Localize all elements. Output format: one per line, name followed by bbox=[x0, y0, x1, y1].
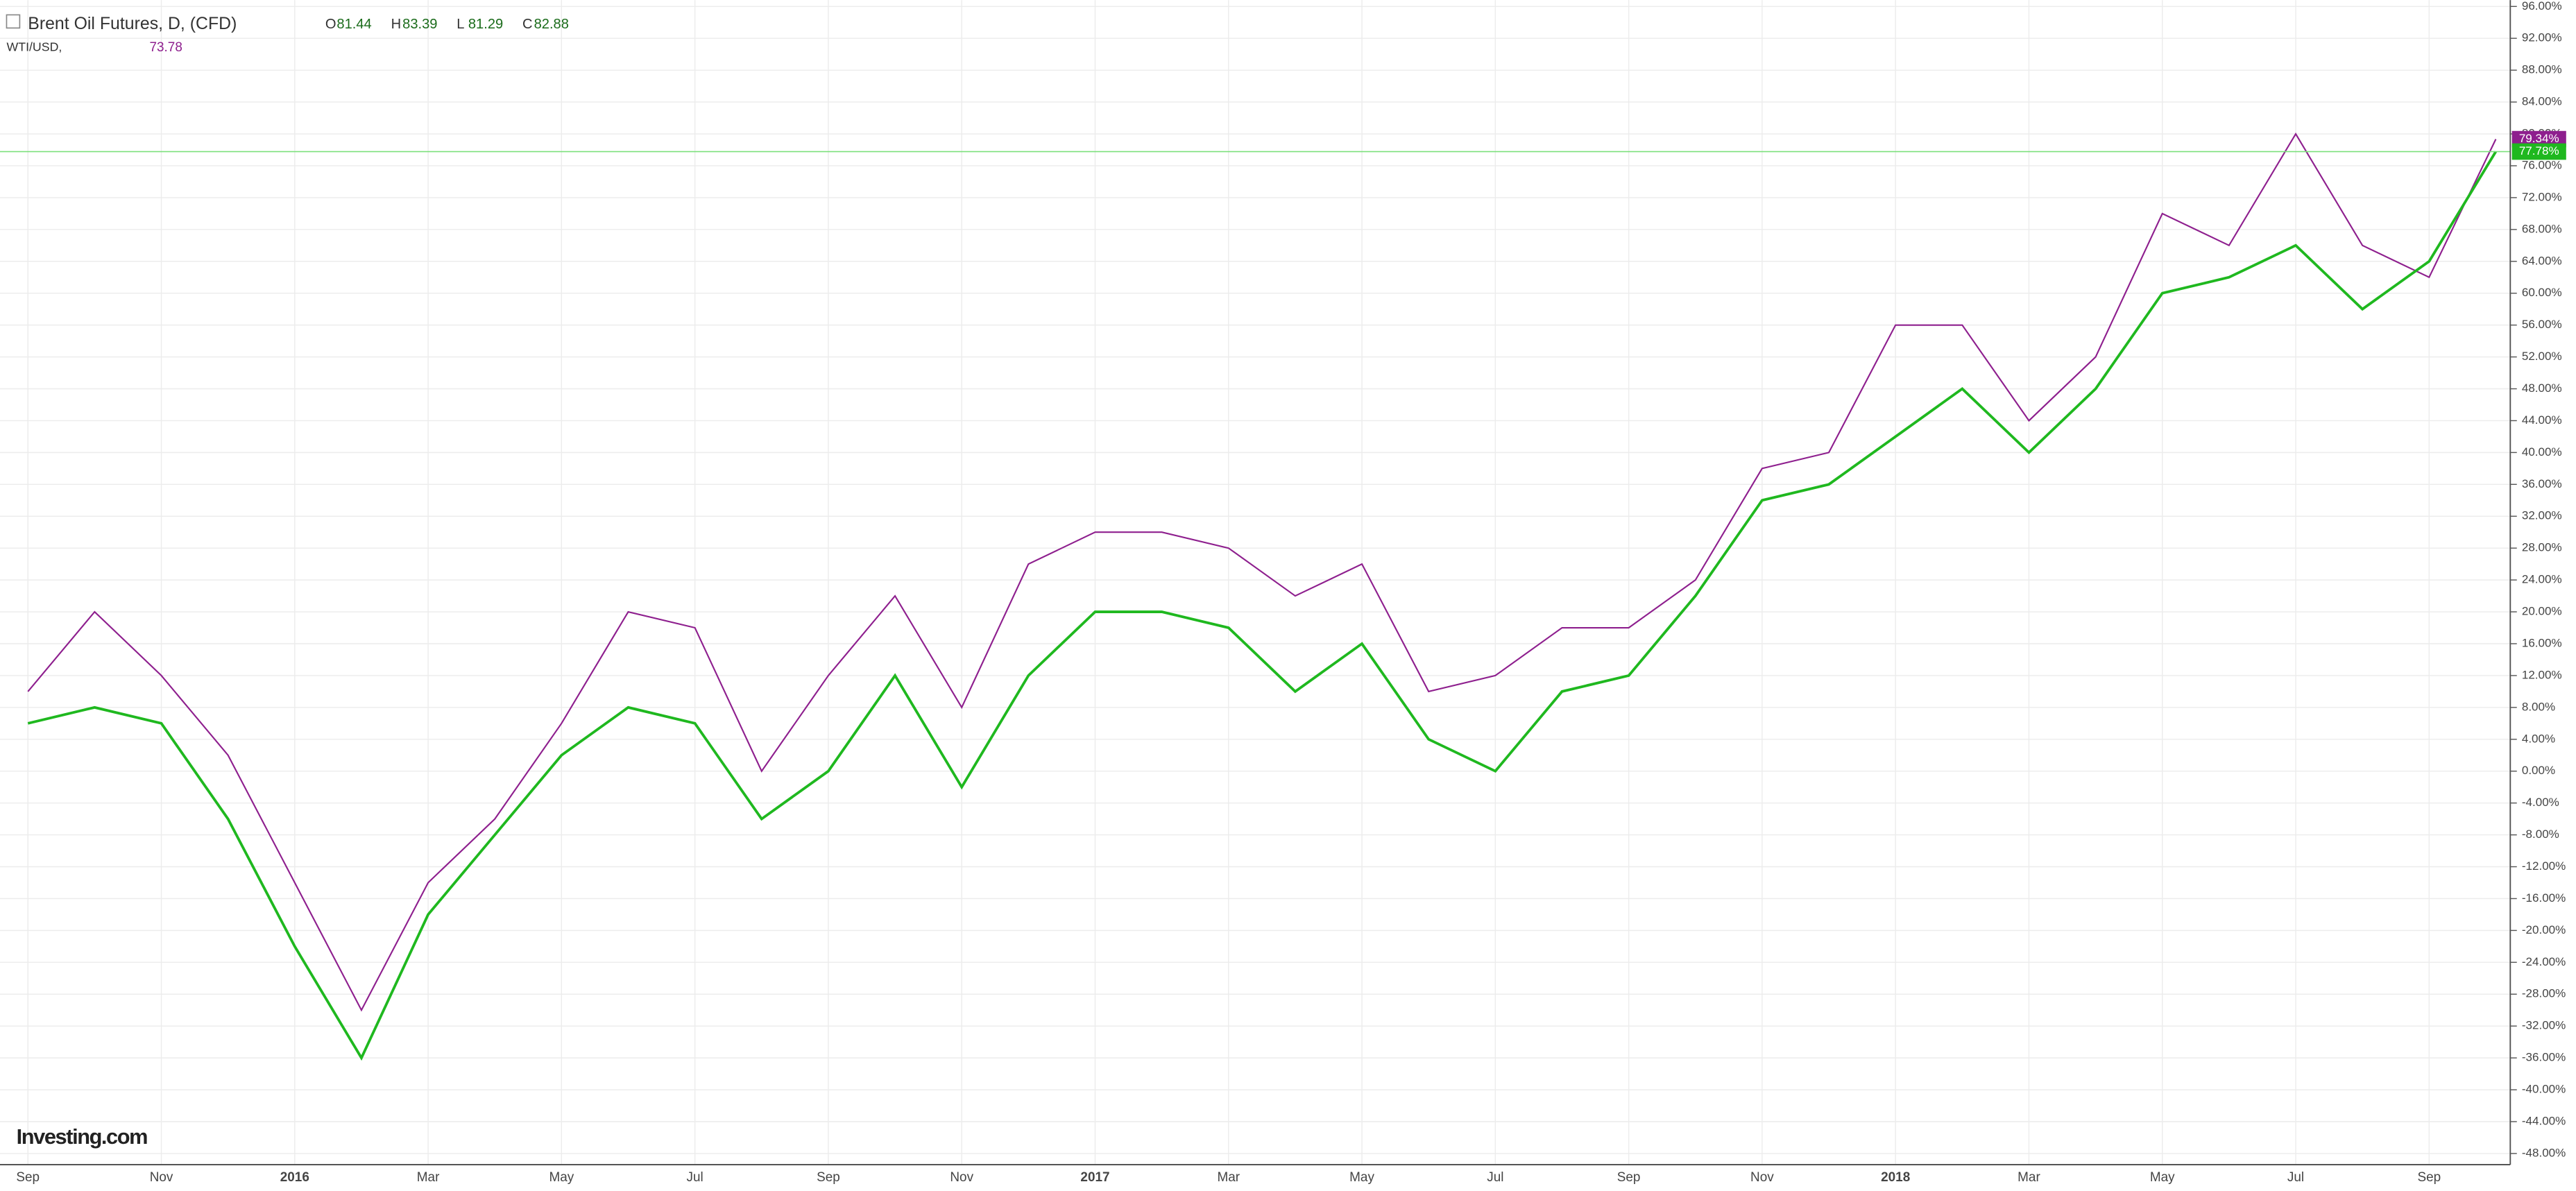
x-tick-label: Nov bbox=[150, 1170, 173, 1185]
y-tick-label: -48.00% bbox=[2522, 1146, 2566, 1159]
x-tick-label: Nov bbox=[950, 1170, 973, 1185]
series-layer bbox=[0, 132, 2511, 1061]
x-tick-label: Sep bbox=[16, 1170, 40, 1185]
y-tick-label: 92.00% bbox=[2522, 31, 2562, 44]
y-tick-label: 88.00% bbox=[2522, 63, 2562, 76]
x-tick-label: Jul bbox=[2287, 1170, 2304, 1185]
y-tick-label: 0.00% bbox=[2522, 764, 2555, 777]
y-tick-label: -32.00% bbox=[2522, 1019, 2566, 1032]
x-tick-label: May bbox=[2150, 1170, 2175, 1185]
x-tick-label: Sep bbox=[2417, 1170, 2441, 1185]
y-tick-label: -16.00% bbox=[2522, 891, 2566, 905]
x-tick-label: May bbox=[1349, 1170, 1374, 1185]
y-tick-label: -20.00% bbox=[2522, 923, 2566, 936]
x-tick-label: Sep bbox=[1617, 1170, 1641, 1185]
x-tick-label: May bbox=[549, 1170, 574, 1185]
overlay-value: 73.78 bbox=[149, 40, 182, 55]
ohlc-key: O bbox=[325, 17, 336, 32]
y-tick-label: -44.00% bbox=[2522, 1114, 2566, 1127]
x-tick-label: Jul bbox=[687, 1170, 703, 1185]
ohlc-value: 83.39 bbox=[402, 17, 437, 32]
series-line bbox=[27, 151, 2498, 1061]
y-tick-label: 40.00% bbox=[2522, 445, 2562, 459]
price-badge bbox=[2511, 143, 2566, 160]
x-tick-label: 2018 bbox=[1881, 1170, 1910, 1185]
ohlc-key: L bbox=[457, 17, 464, 32]
x-tick-label: Sep bbox=[817, 1170, 840, 1185]
y-tick-label: 12.00% bbox=[2522, 668, 2562, 681]
y-tick-label: -40.00% bbox=[2522, 1083, 2566, 1096]
ohlc-readout: O 81.44 H 83.39 L 81.29 C 82.88 bbox=[325, 17, 569, 32]
y-tick-label: -28.00% bbox=[2522, 987, 2566, 1000]
y-tick-label: 52.00% bbox=[2522, 350, 2562, 363]
ohlc-key: C bbox=[522, 17, 533, 32]
price-badge-label: 79.34% bbox=[2519, 132, 2559, 145]
y-tick-label: 64.00% bbox=[2522, 254, 2562, 267]
x-tick-label: 2016 bbox=[280, 1170, 309, 1185]
x-tick-label: Jul bbox=[1487, 1170, 1503, 1185]
y-tick-label: 44.00% bbox=[2522, 413, 2562, 427]
y-tick-label: 96.00% bbox=[2522, 0, 2562, 12]
y-tick-label: 32.00% bbox=[2522, 509, 2562, 522]
ohlc-key: H bbox=[391, 17, 402, 32]
ohlc-value: 82.88 bbox=[534, 17, 569, 32]
axis-labels: 96.00%92.00%88.00%84.00%80.00%76.00%72.0… bbox=[16, 0, 2566, 1185]
x-tick-label: Mar bbox=[1217, 1170, 1240, 1185]
x-tick-label: Nov bbox=[1750, 1170, 1774, 1185]
collapse-icon[interactable] bbox=[6, 14, 21, 29]
symbol-title: Brent Oil Futures, D, (CFD) bbox=[28, 14, 237, 33]
y-tick-label: 24.00% bbox=[2522, 573, 2562, 586]
ohlc-value: 81.29 bbox=[468, 17, 503, 32]
grid bbox=[0, 0, 2511, 1165]
y-tick-label: 4.00% bbox=[2522, 732, 2555, 745]
y-tick-label: -12.00% bbox=[2522, 859, 2566, 873]
x-tick-label: Mar bbox=[2018, 1170, 2040, 1185]
y-tick-label: 20.00% bbox=[2522, 605, 2562, 618]
y-tick-label: 48.00% bbox=[2522, 382, 2562, 395]
y-tick-label: 84.00% bbox=[2522, 95, 2562, 108]
logo: Investing.com bbox=[17, 1124, 147, 1149]
ohlc-value: 81.44 bbox=[336, 17, 371, 32]
y-tick-label: -24.00% bbox=[2522, 955, 2566, 968]
x-tick-label: 2017 bbox=[1080, 1170, 1109, 1185]
overlay-symbol: WTI/USD, bbox=[6, 40, 62, 53]
y-tick-label: -36.00% bbox=[2522, 1051, 2566, 1064]
y-tick-label: 60.00% bbox=[2522, 286, 2562, 299]
y-tick-label: 56.00% bbox=[2522, 318, 2562, 331]
y-tick-label: 72.00% bbox=[2522, 190, 2562, 203]
price-badge bbox=[2511, 130, 2566, 148]
y-tick-label: -4.00% bbox=[2522, 796, 2559, 809]
y-tick-label: 68.00% bbox=[2522, 222, 2562, 235]
price-badge-label: 77.78% bbox=[2519, 144, 2559, 157]
y-tick-label: 16.00% bbox=[2522, 636, 2562, 649]
series-line bbox=[27, 132, 2497, 1012]
y-tick-label: -8.00% bbox=[2522, 828, 2559, 841]
y-tick-label: 36.00% bbox=[2522, 477, 2562, 490]
y-tick-label: 28.00% bbox=[2522, 541, 2562, 554]
x-tick-label: Mar bbox=[417, 1170, 440, 1185]
y-tick-label: 76.00% bbox=[2522, 158, 2562, 171]
y-tick-label: 8.00% bbox=[2522, 700, 2555, 713]
